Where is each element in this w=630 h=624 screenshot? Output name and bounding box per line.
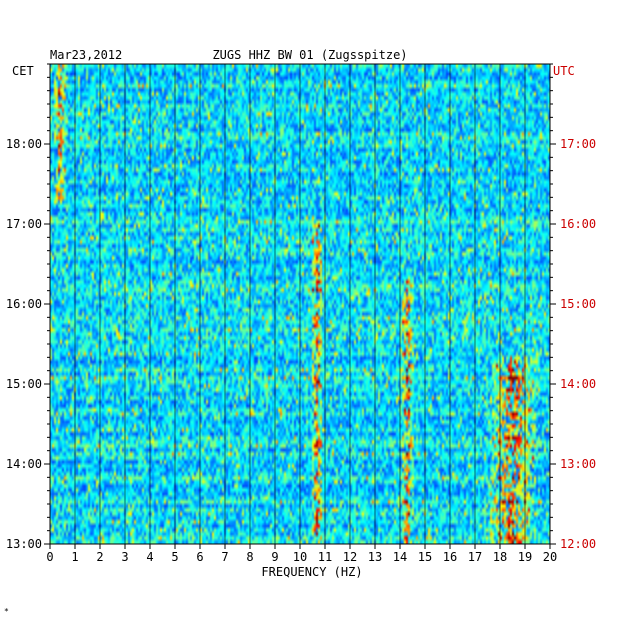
y-tick-label-cet: 17:00: [6, 217, 42, 231]
y-tick-label-utc: 16:00: [560, 217, 596, 231]
x-tick-label: 10: [293, 550, 307, 564]
x-tick-label: 9: [271, 550, 278, 564]
y-tick-label-cet: 15:00: [6, 377, 42, 391]
y-tick-label-utc: 17:00: [560, 137, 596, 151]
x-tick-label: 1: [71, 550, 78, 564]
chart-title: ZUGS HHZ BW 01 (Zugsspitze): [212, 48, 407, 62]
y-tick-label-utc: 15:00: [560, 297, 596, 311]
footer-mark: *: [4, 607, 9, 616]
x-axis-title: FREQUENCY (HZ): [261, 565, 362, 579]
y-axis-utc: 17:00 16:00 15:00 14:00 13:00 12:00: [550, 63, 596, 551]
chart-date: Mar23,2012: [50, 48, 122, 62]
y-axis-cet: 18:00 17:00 16:00 15:00 14:00 13:00: [6, 63, 50, 551]
x-tick-label: 13: [368, 550, 382, 564]
y-tick-label-utc: 14:00: [560, 377, 596, 391]
y-tick-label-cet: 16:00: [6, 297, 42, 311]
x-tick-label: 2: [96, 550, 103, 564]
x-tick-label: 15: [418, 550, 432, 564]
x-tick-label: 7: [221, 550, 228, 564]
y-tick-label-cet: 18:00: [6, 137, 42, 151]
x-tick-label: 20: [543, 550, 557, 564]
x-tick-label: 11: [318, 550, 332, 564]
x-tick-label: 12: [343, 550, 357, 564]
y-tick-label-cet: 13:00: [6, 537, 42, 551]
x-tick-label: 8: [246, 550, 253, 564]
right-axis-label: UTC: [553, 64, 575, 78]
y-tick-label-utc: 12:00: [560, 537, 596, 551]
x-tick-label: 18: [493, 550, 507, 564]
left-axis-label: CET: [12, 64, 34, 78]
y-tick-label-cet: 14:00: [6, 457, 42, 471]
x-tick-label: 6: [196, 550, 203, 564]
x-tick-label: 0: [46, 550, 53, 564]
x-axis: 0 1 2 3 4 5 6 7 8 9 10 11 12 13 14 15 16 17 18 19 20: [46, 544, 557, 564]
x-tick-label: 5: [171, 550, 178, 564]
x-tick-label: 4: [146, 550, 153, 564]
y-tick-label-utc: 13:00: [560, 457, 596, 471]
x-tick-label: 17: [468, 550, 482, 564]
x-tick-label: 16: [443, 550, 457, 564]
spectrogram-heatmap: [49, 63, 551, 545]
x-tick-label: 19: [518, 550, 532, 564]
x-tick-label: 14: [393, 550, 407, 564]
x-tick-label: 3: [121, 550, 128, 564]
